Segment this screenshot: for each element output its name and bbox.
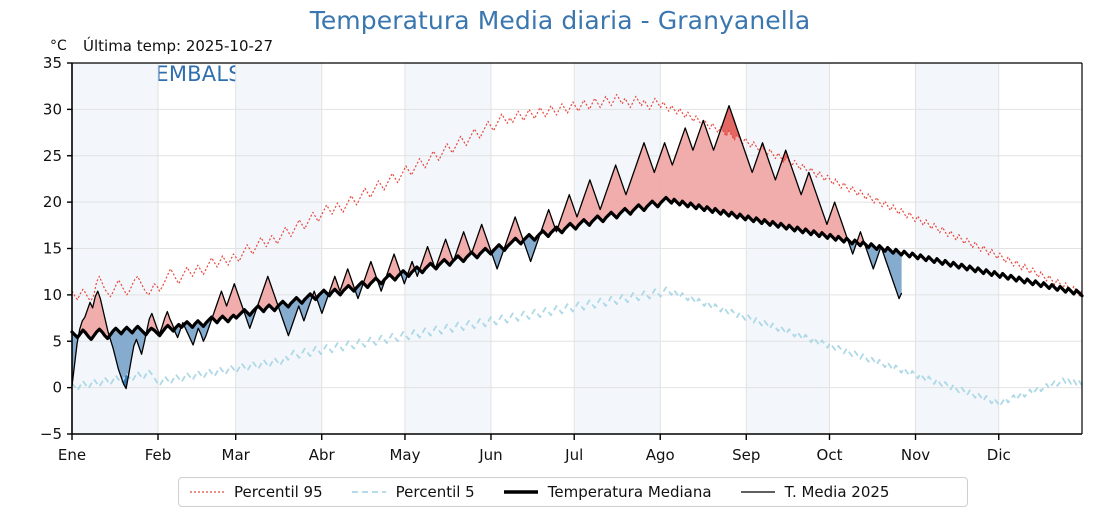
y-tick-label: 20 (43, 193, 62, 211)
legend-item-2[interactable]: Temperatura Mediana (503, 483, 712, 501)
y-tick-label: 25 (43, 147, 62, 165)
last-temperature-date: Última temp: 2025-10-27 (83, 37, 274, 55)
chart-legend: Percentil 95 Percentil 5 Temperatura Media… (178, 477, 968, 507)
y-tick-label: 30 (43, 100, 62, 118)
x-tick-label: Nov (901, 446, 930, 464)
y-axis-ticks: −5 0 5 10 15 20 25 30 35 (40, 54, 72, 443)
legend-item-1[interactable]: Percentil 5 (351, 483, 475, 501)
gridlines (72, 63, 1082, 434)
y-tick-label: 35 (43, 54, 62, 72)
legend-label: Temperatura Mediana (547, 483, 712, 501)
x-tick-label: Feb (145, 446, 172, 464)
y-tick-label: 5 (52, 332, 62, 350)
y-tick-label: −5 (40, 425, 62, 443)
y-tick-label: 15 (43, 240, 62, 258)
legend-item-0[interactable]: Percentil 95 (189, 483, 323, 501)
y-axis-unit-label: °C (50, 38, 67, 54)
series-lines (70, 93, 1084, 408)
x-tick-label: Sep (732, 446, 760, 464)
x-tick-label: Jul (564, 446, 583, 464)
x-tick-label: May (389, 446, 420, 464)
y-tick-label: 0 (52, 379, 62, 397)
x-tick-label: Mar (222, 446, 251, 464)
legend-line-swatch (740, 491, 775, 493)
x-tick-label: Ago (646, 446, 675, 464)
legend-line-swatch (503, 490, 538, 494)
x-axis-ticks: Ene Feb Mar Abr May Jun Jul Ago Sep Oct Nov Dic (58, 434, 1011, 464)
page-title: Temperatura Media diaria - Granyanella (309, 6, 811, 35)
y-tick-label: 10 (43, 286, 62, 304)
legend-label: Percentil 95 (234, 483, 323, 501)
legend-line-swatch (190, 491, 224, 493)
legend-label: Percentil 5 (395, 483, 475, 501)
x-tick-label: Ene (58, 446, 86, 464)
x-tick-label: Oct (817, 446, 843, 464)
x-tick-label: Abr (309, 446, 336, 464)
legend-item-3[interactable]: T. Media 2025 (740, 483, 890, 501)
legend-label: T. Media 2025 (784, 483, 890, 501)
x-tick-label: Dic (987, 446, 1011, 464)
axis-frame (71, 62, 1083, 435)
x-tick-label: Jun (478, 446, 502, 464)
legend-line-swatch (351, 491, 386, 493)
